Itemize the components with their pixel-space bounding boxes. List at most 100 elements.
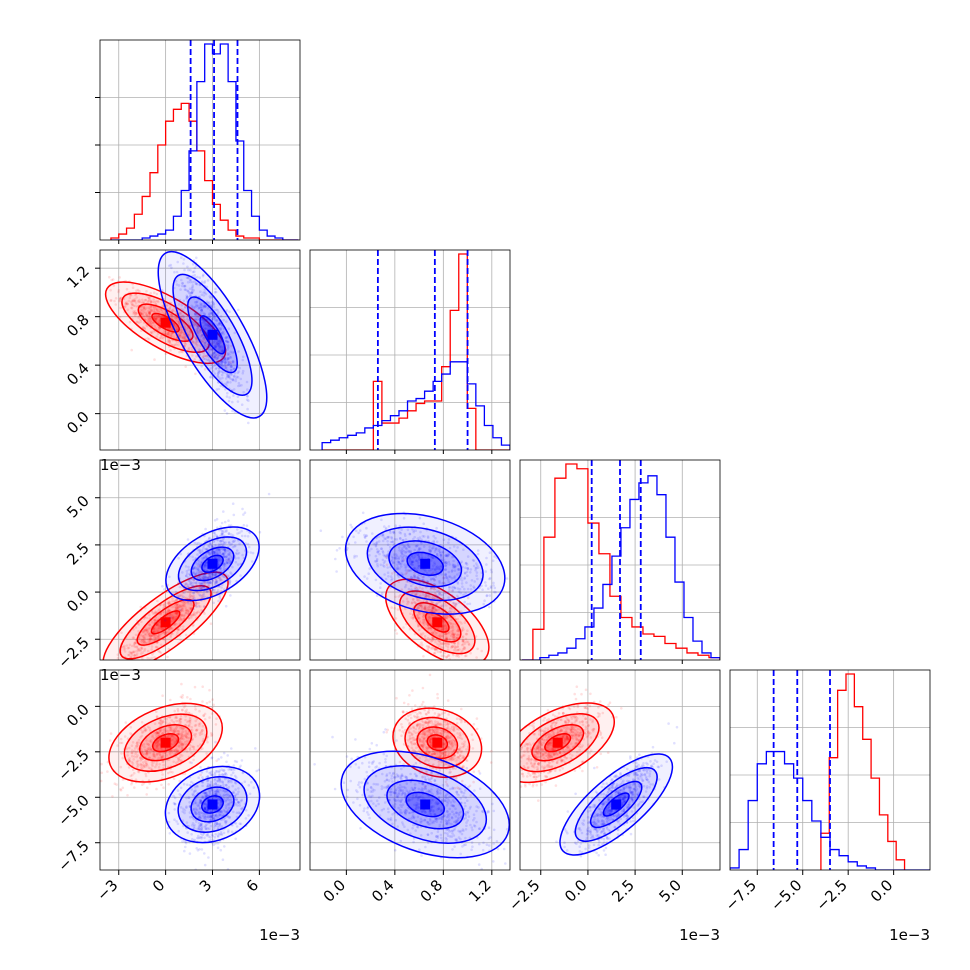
scatter-point — [212, 550, 215, 554]
scatter-point — [202, 349, 205, 353]
scatter-point — [144, 628, 148, 631]
scatter-point — [361, 511, 365, 515]
scatter-point — [146, 337, 149, 340]
scatter-point — [207, 323, 210, 327]
scatter-point — [219, 370, 222, 373]
density-peak-series-0 — [160, 317, 171, 328]
scatter-point — [126, 660, 129, 663]
scatter-point — [231, 351, 234, 354]
scatter-point — [218, 337, 222, 341]
scatter-point — [170, 314, 174, 317]
scatter-point — [218, 342, 221, 345]
scatter-point — [154, 307, 158, 311]
scatter-point — [202, 316, 205, 320]
scatter-point — [162, 603, 166, 606]
scatter-point — [188, 278, 192, 282]
scatter-point — [319, 529, 323, 532]
scatter-point — [131, 286, 135, 290]
scatter-point — [212, 305, 216, 309]
scatter-point — [227, 375, 231, 378]
scatter-point — [173, 324, 176, 328]
scatter-point — [146, 656, 149, 660]
scatter-point — [127, 299, 131, 303]
scatter-point — [129, 294, 132, 297]
scatter-point — [191, 567, 195, 571]
scatter-point — [217, 344, 221, 348]
scatter-point — [341, 535, 344, 539]
scatter-point — [212, 551, 216, 554]
scatter-point — [177, 284, 181, 287]
scatter-point — [168, 609, 171, 612]
scatter-point — [185, 582, 188, 586]
scatter-point — [173, 605, 176, 609]
scatter-point — [246, 407, 249, 411]
scatter-point — [198, 571, 201, 574]
scatter-point — [196, 548, 200, 552]
scatter-point — [186, 576, 190, 579]
scatter-point — [488, 605, 491, 609]
scatter-point — [221, 360, 225, 364]
scatter-point — [251, 551, 255, 555]
scatter-point — [132, 628, 135, 631]
scatter-point — [117, 289, 121, 292]
scatter-point — [219, 327, 222, 330]
scatter-point — [215, 318, 219, 322]
scatter-point — [234, 379, 237, 383]
scatter-point — [394, 628, 397, 632]
scatter-point — [194, 312, 197, 316]
scatter-point — [191, 613, 195, 617]
scatter-point — [219, 345, 222, 349]
scatter-point — [137, 300, 141, 304]
scatter-point — [235, 375, 239, 379]
scatter-point — [193, 266, 197, 270]
scatter-point — [170, 328, 174, 331]
scatter-point — [151, 321, 155, 325]
scatter-point — [222, 567, 226, 570]
scatter-point — [197, 560, 201, 563]
scatter-point — [226, 375, 230, 378]
scatter-point — [197, 324, 200, 328]
scatter-point — [243, 534, 247, 538]
scatter-point — [191, 284, 195, 287]
scatter-point — [212, 592, 216, 595]
scatter-point — [183, 284, 187, 288]
scatter-point — [231, 540, 235, 543]
scatter-point — [161, 585, 164, 588]
scatter-point — [165, 631, 168, 634]
scatter-point — [223, 358, 227, 361]
scatter-point — [214, 573, 218, 577]
scatter-point — [225, 561, 229, 565]
scatter-point — [191, 321, 195, 324]
scatter-point — [108, 739, 112, 742]
scatter-point — [150, 321, 153, 324]
scatter-point — [149, 634, 153, 638]
scatter-point — [155, 623, 159, 627]
scatter-point — [147, 296, 150, 299]
scatter-point — [180, 608, 184, 611]
scatter-point — [233, 374, 236, 378]
scatter-point — [152, 627, 156, 630]
scatter-point — [149, 320, 152, 323]
scatter-point — [172, 335, 176, 338]
scatter-point — [178, 350, 181, 354]
scatter-point — [146, 631, 150, 635]
scatter-point — [202, 291, 205, 294]
scatter-point — [202, 318, 206, 322]
scatter-point — [189, 601, 193, 604]
scatter-point — [210, 325, 213, 329]
scatter-point — [194, 282, 198, 285]
scatter-point — [218, 579, 222, 582]
scatter-point — [125, 301, 128, 304]
scatter-point — [203, 305, 207, 309]
scatter-point — [147, 638, 150, 641]
y-tick-label: 0.0 — [63, 408, 93, 438]
scatter-point — [212, 357, 216, 360]
scatter-point — [217, 560, 220, 564]
scatter-point — [132, 644, 136, 647]
scatter-point — [219, 570, 223, 574]
scatter-point — [225, 358, 229, 362]
scatter-point — [218, 572, 221, 575]
scatter-point — [213, 519, 217, 522]
scatter-point — [131, 650, 135, 654]
scatter-point — [177, 606, 180, 609]
